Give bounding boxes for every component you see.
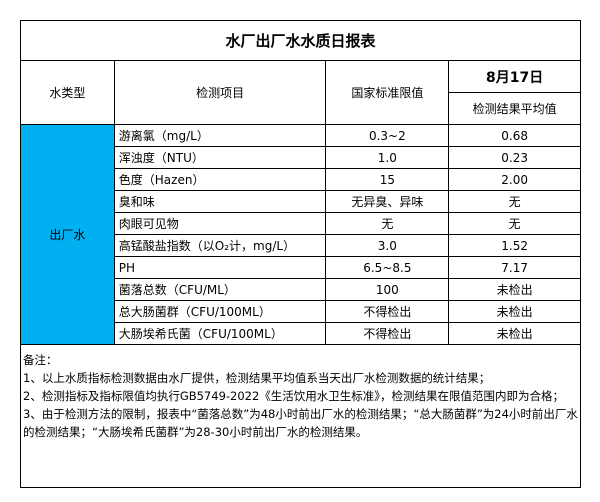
limit-cell: 不得检出 [325, 300, 450, 323]
item-cell: 总大肠菌群（CFU/100ML） [113, 300, 327, 323]
limit-cell: 3.0 [325, 234, 450, 257]
item-cell: 浑浊度（NTU） [113, 146, 327, 169]
item-cell: 色度（Hazen） [113, 168, 327, 191]
limit-cell: 1.0 [325, 146, 450, 169]
result-cell: 未检出 [448, 278, 581, 301]
table-row: 出厂水 游离氯（mg/L） 0.3~2 0.68 [20, 124, 581, 345]
table-row: 大肠埃希氏菌（CFU/100ML） 不得检出 未检出 [21, 322, 581, 345]
result-cell: 未检出 [448, 300, 581, 323]
water-quality-report-table: 水厂出厂水水质日报表 水类型 检测项目 国家标准限值 8月17日 检测结果平均值… [20, 20, 581, 488]
header-result: 检测结果平均值 [448, 92, 581, 125]
result-cell: 0.68 [448, 124, 581, 147]
limit-cell: 15 [325, 168, 450, 191]
table-row: 色度（Hazen） 15 2.00 [21, 168, 581, 191]
result-cell: 1.52 [448, 234, 581, 257]
item-cell: 大肠埃希氏菌（CFU/100ML） [113, 322, 327, 345]
item-cell: 高锰酸盐指数（以O₂计，mg/L） [113, 234, 327, 257]
header-limit: 国家标准限值 [325, 60, 450, 125]
header-water-type: 水类型 [20, 60, 115, 125]
water-type-cell: 出厂水 [20, 124, 115, 345]
limit-cell: 100 [325, 278, 450, 301]
result-cell: 无 [448, 190, 581, 213]
result-cell: 7.17 [448, 256, 581, 279]
notes: 备注： 1、以上水质指标检测数据由水厂提供，检测结果平均值系当天出厂水检测数据的… [20, 344, 581, 488]
note-line: 1、以上水质指标检测数据由水厂提供，检测结果平均值系当天出厂水检测数据的统计结果… [23, 371, 491, 385]
item-cell: 肉眼可见物 [113, 212, 327, 235]
item-cell: 游离氯（mg/L） [113, 124, 327, 147]
limit-cell: 6.5~8.5 [325, 256, 450, 279]
table-row: 菌落总数（CFU/ML） 100 未检出 [21, 278, 581, 301]
limit-cell: 无异臭、异味 [325, 190, 450, 213]
table-row: 总大肠菌群（CFU/100ML） 不得检出 未检出 [21, 300, 581, 323]
result-cell: 2.00 [448, 168, 581, 191]
header-item: 检测项目 [113, 60, 327, 125]
result-cell: 0.23 [448, 146, 581, 169]
result-cell: 未检出 [448, 322, 581, 345]
result-cell: 无 [448, 212, 581, 235]
table-row: 肉眼可见物无无 [21, 212, 581, 235]
limit-cell: 无 [325, 212, 450, 235]
header-date: 8月17日 [448, 60, 581, 93]
report-title: 水厂出厂水水质日报表 [20, 20, 581, 61]
table-row: PH 6.5~8.5 7.17 [21, 256, 581, 279]
table-row: 高锰酸盐指数（以O₂计，mg/L） 3.0 1.52 [21, 234, 581, 257]
item-cell: PH [113, 256, 327, 279]
note-line: 2、检测指标及指标限值均执行GB5749-2022《生活饮用水卫生标准》，检测结… [23, 389, 565, 403]
item-cell: 菌落总数（CFU/ML） [113, 278, 327, 301]
note-line: 3、由于检测方法的限制，报表中“菌落总数”为48小时前出厂水的检测结果；“总大肠… [23, 407, 578, 439]
item-cell: 臭和味 [113, 190, 327, 213]
limit-cell: 不得检出 [325, 322, 450, 345]
limit-cell: 0.3~2 [325, 124, 450, 147]
notes-heading: 备注： [23, 353, 58, 367]
